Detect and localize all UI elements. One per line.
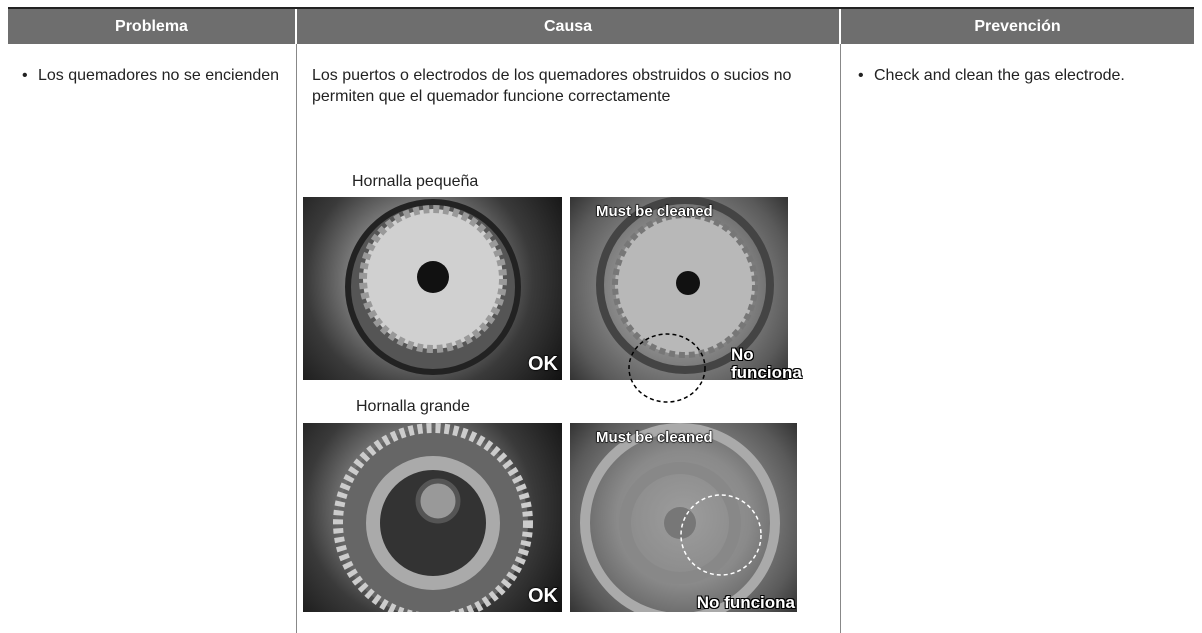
- photo-dirty: Must be cleaned: [570, 197, 788, 380]
- highlight-circle: [680, 494, 762, 576]
- header-cell: Problema: [8, 9, 295, 44]
- highlight-circle: [628, 333, 706, 403]
- cause-text: Los puertos o electrodos de los quemador…: [312, 67, 792, 105]
- ok-label: OK: [528, 353, 559, 376]
- column-divider: [840, 44, 841, 633]
- header-cell: Prevención: [841, 9, 1194, 44]
- burner-drawing: [333, 423, 533, 612]
- figure-caption: Hornalla pequeña: [352, 173, 479, 190]
- ok-label: OK: [528, 585, 559, 608]
- fail-label: No funciona: [731, 345, 802, 382]
- dirty-label: Must be cleaned: [596, 203, 714, 221]
- figure-caption: Hornalla grande: [356, 398, 470, 415]
- photo-ok: OK: [303, 423, 562, 612]
- burner-drawing: [596, 197, 774, 374]
- burner-drawing: [345, 199, 521, 375]
- prevention-text: Check and clean the gas electrode.: [858, 65, 1144, 86]
- burner-drawing: [580, 423, 780, 612]
- column-divider: [296, 44, 297, 633]
- photo-ok: OK: [303, 197, 562, 380]
- top-rule: [8, 7, 1194, 9]
- dirty-label: Must be cleaned: [596, 429, 714, 447]
- header-cell: Causa: [297, 9, 839, 44]
- fail-label: No funciona: [696, 593, 795, 612]
- photo-dirty: Must be cleaned No funciona: [570, 423, 797, 612]
- problem-text: Los quemadores no se encienden: [22, 65, 288, 86]
